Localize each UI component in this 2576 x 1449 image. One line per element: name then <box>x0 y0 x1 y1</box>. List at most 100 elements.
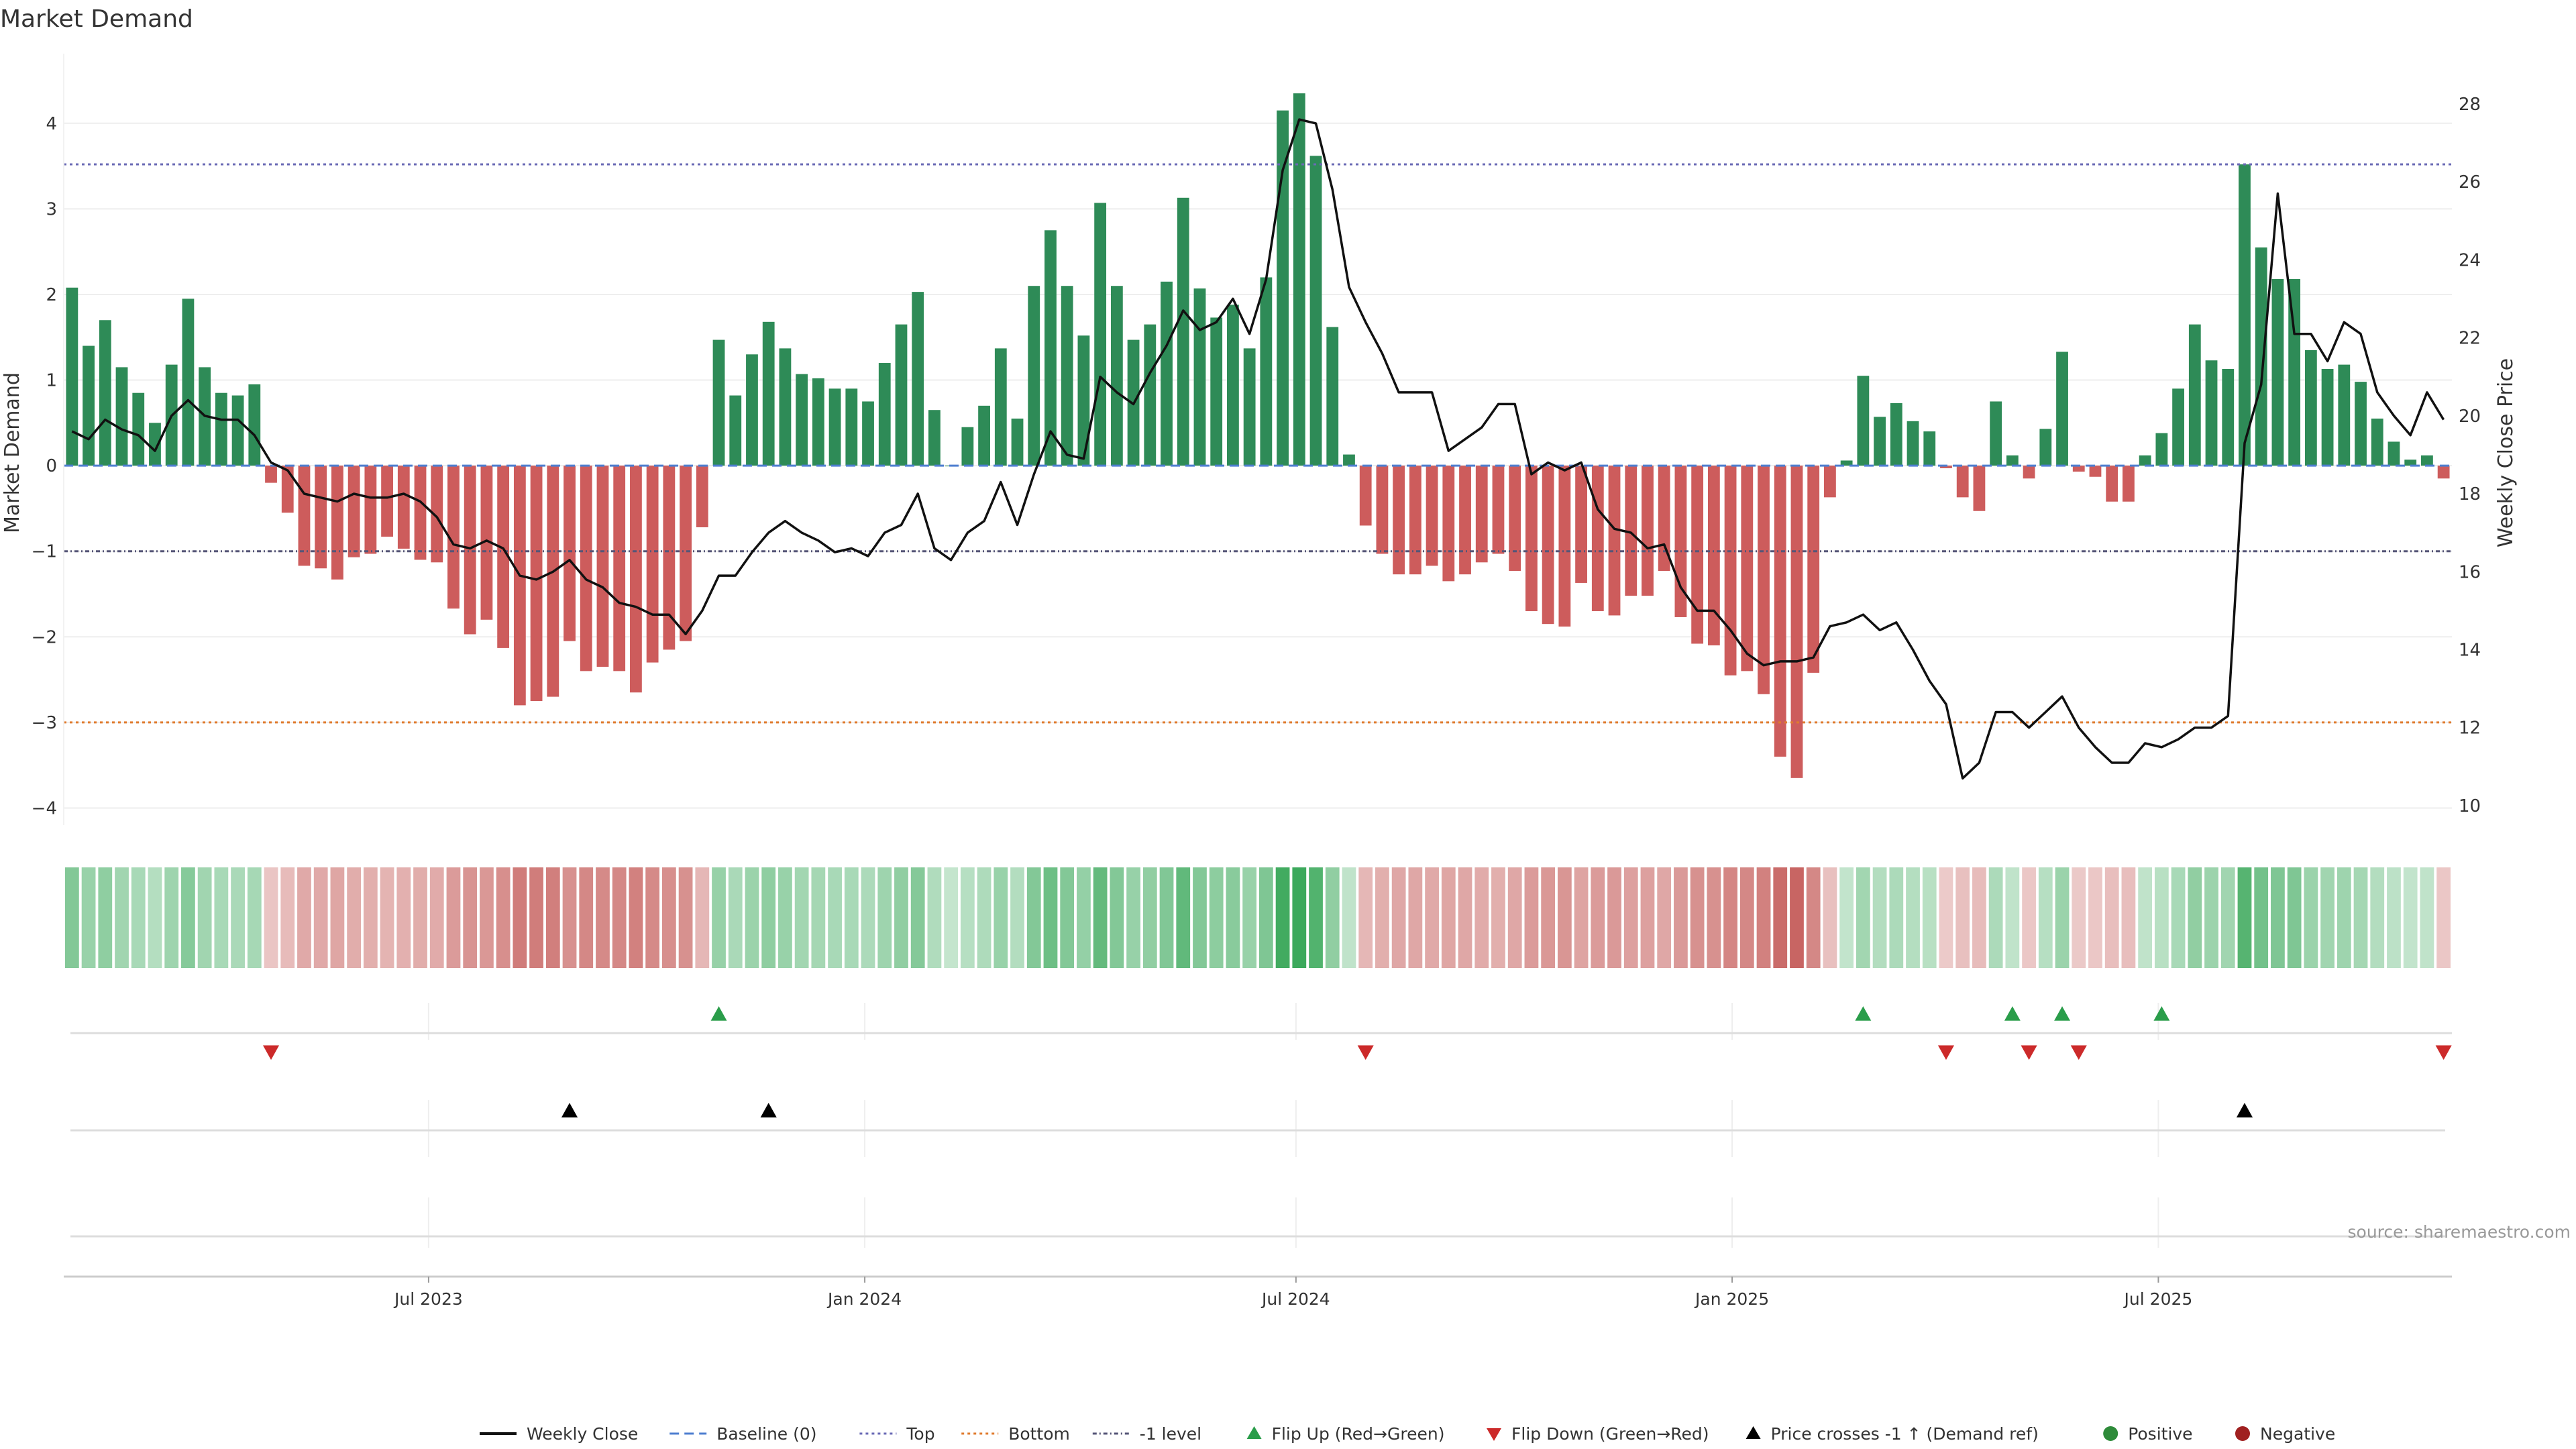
demand-bar <box>1442 466 1455 582</box>
demand-bar <box>1509 466 1521 572</box>
demand-bar <box>182 299 195 466</box>
x-tick-label: Jul 2025 <box>2123 1289 2193 1309</box>
heat-cell <box>2436 867 2451 968</box>
heat-cell <box>1258 867 1273 968</box>
heat-cell <box>81 867 96 968</box>
heat-cell <box>1342 867 1356 968</box>
y-tick-label: 0 <box>46 456 57 476</box>
demand-bar <box>2404 460 2417 466</box>
demand-bar <box>1359 466 1372 526</box>
heat-cell <box>1093 867 1108 968</box>
legend-label: Price crosses -1 ↑ (Demand ref) <box>1771 1424 2039 1444</box>
heat-cell <box>2188 867 2202 968</box>
demand-bar <box>2023 466 2035 479</box>
demand-bar <box>1874 417 1886 466</box>
legend-label: Bottom <box>1008 1424 1070 1444</box>
demand-bar <box>1707 466 1720 646</box>
demand-bar <box>746 354 758 466</box>
heat-cell <box>927 867 942 968</box>
y2-tick-label: 14 <box>2459 640 2481 660</box>
demand-bar <box>1409 466 1421 575</box>
heat-cell <box>446 867 461 968</box>
y-tick-label: −4 <box>32 798 57 818</box>
demand-bar <box>1542 466 1554 625</box>
heat-cell <box>629 867 643 968</box>
demand-bar <box>215 392 227 466</box>
heat-cell <box>529 867 543 968</box>
heat-cell <box>1955 867 1970 968</box>
y2-tick-label: 18 <box>2459 484 2481 504</box>
demand-bar <box>2239 164 2251 466</box>
demand-bar <box>1426 466 1438 566</box>
heat-cell <box>2104 867 2119 968</box>
demand-bar <box>1741 466 1754 672</box>
demand-bar <box>1094 203 1107 466</box>
demand-bar <box>1890 403 1902 466</box>
flip-up-marker <box>1855 1006 1872 1021</box>
heat-cell <box>562 867 577 968</box>
heat-cell <box>148 867 162 968</box>
heat-cell <box>313 867 328 968</box>
heat-cell <box>1541 867 1556 968</box>
demand-bar <box>66 287 78 466</box>
x-tick-label: Jan 2025 <box>1694 1289 1769 1309</box>
heat-cell <box>1358 867 1373 968</box>
y-tick-label: −3 <box>32 713 57 733</box>
heat-cell <box>1507 867 1522 968</box>
flip-down-marker <box>2070 1045 2087 1060</box>
demand-bar <box>1492 466 1505 554</box>
demand-bar <box>1807 466 1820 673</box>
heat-cell <box>1939 867 1953 968</box>
legend-label: Flip Up (Red→Green) <box>1272 1424 1445 1444</box>
y-tick-label: 2 <box>46 285 57 305</box>
demand-bar <box>1857 376 1870 466</box>
demand-bar <box>2072 466 2085 472</box>
flip-up-marker <box>2054 1006 2071 1021</box>
heat-cell <box>2171 867 2186 968</box>
heat-cell <box>1126 867 1140 968</box>
demand-bar <box>2321 368 2334 466</box>
demand-bar <box>2089 466 2102 477</box>
heat-cell <box>1110 867 1124 968</box>
heat-cell <box>463 867 478 968</box>
heat-cell <box>1077 867 1091 968</box>
heat-cell <box>2337 867 2351 968</box>
demand-bar <box>613 466 626 672</box>
demand-bar <box>1193 288 1206 466</box>
event-markers <box>70 1003 2452 1248</box>
heat-cell <box>1922 867 1937 968</box>
heat-cell <box>1690 867 1705 968</box>
heat-cell <box>1275 867 1290 968</box>
heat-cell <box>98 867 113 968</box>
heat-cell <box>2072 867 2086 968</box>
heat-cell <box>1375 867 1389 968</box>
demand-bar <box>2355 382 2367 466</box>
y2-tick-label: 16 <box>2459 562 2481 582</box>
source-note: source: sharemaestro.com <box>2348 1222 2571 1242</box>
y2-tick-label: 26 <box>2459 172 2481 193</box>
heat-cell <box>579 867 594 968</box>
demand-bar <box>978 405 990 466</box>
heat-cell <box>214 867 229 968</box>
flip-down-marker <box>1937 1045 1954 1060</box>
legend-label: Weekly Close <box>527 1424 638 1444</box>
demand-bar <box>1210 317 1223 466</box>
weekly-close-line <box>71 118 2445 780</box>
demand-bar <box>2056 352 2068 466</box>
demand-bars <box>66 93 2450 778</box>
heat-cell <box>661 867 676 968</box>
demand-bar <box>1824 466 1836 498</box>
demand-bar <box>1642 466 1654 596</box>
demand-bar <box>630 466 642 693</box>
heat-cell <box>944 867 959 968</box>
heat-cell <box>1309 867 1323 968</box>
demand-bar <box>1459 466 1471 575</box>
heat-cell <box>231 867 245 968</box>
demand-bar <box>2006 455 2019 466</box>
heat-cell <box>678 867 693 968</box>
heat-cell <box>1010 867 1024 968</box>
heat-cell <box>363 867 378 968</box>
x-tick-label: Jul 2024 <box>1260 1289 1330 1309</box>
heat-cell <box>794 867 809 968</box>
demand-bar <box>2172 388 2184 466</box>
